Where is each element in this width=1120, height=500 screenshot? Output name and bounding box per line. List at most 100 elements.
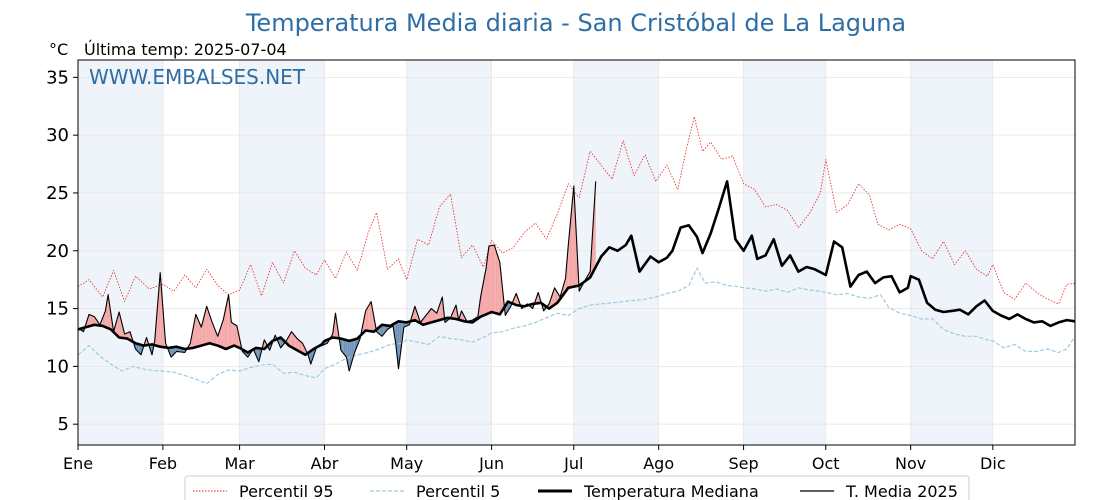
above-median-fill — [365, 308, 367, 331]
above-median-fill — [369, 301, 372, 332]
above-median-fill — [491, 245, 493, 313]
above-median-fill — [569, 215, 572, 288]
above-median-fill — [220, 324, 222, 348]
below-median-fill — [139, 344, 141, 355]
above-median-fill — [206, 306, 209, 345]
month-band — [743, 60, 826, 445]
series-lines — [77, 116, 1076, 385]
below-median-fill — [309, 350, 311, 365]
above-median-fill — [93, 316, 95, 326]
below-median-fill — [171, 347, 173, 358]
x-tick-label: Dic — [980, 454, 1006, 473]
above-median-fill — [555, 290, 558, 304]
y-unit-label: °C — [49, 40, 68, 59]
above-median-fill — [436, 309, 439, 321]
month-bands — [78, 60, 993, 445]
above-median-fill — [299, 340, 302, 353]
above-median-fill — [210, 318, 213, 345]
x-tick-label: Sep — [729, 454, 759, 473]
month-band — [910, 60, 993, 445]
above-median-fill — [488, 245, 491, 314]
x-tick-label: Mar — [225, 454, 256, 473]
above-median-fill — [427, 312, 429, 324]
below-median-fill — [342, 339, 344, 354]
legend-label-p95: Percentil 95 — [239, 482, 334, 500]
above-median-fill — [121, 323, 124, 339]
above-median-fill — [128, 331, 131, 341]
legend: Percentil 95 Percentil 5 Temperatura Med… — [184, 475, 970, 500]
month-band — [573, 60, 659, 445]
above-median-fill — [366, 306, 369, 331]
above-median-fill — [425, 313, 428, 324]
above-median-fill — [199, 323, 202, 346]
below-median-fill — [350, 340, 352, 367]
above-median-fill — [298, 339, 300, 352]
above-median-fill — [575, 212, 577, 287]
grid-lines — [77, 60, 1075, 445]
above-median-fill — [486, 257, 488, 315]
above-median-fill — [223, 313, 225, 349]
above-median-fill — [497, 253, 499, 314]
below-median-fill — [382, 324, 384, 337]
below-median-fill — [312, 349, 314, 361]
series-line-median — [77, 180, 1076, 357]
above-median-fill — [428, 310, 430, 324]
above-median-fill — [225, 301, 228, 350]
above-median-fill — [209, 314, 211, 344]
above-median-fill — [490, 245, 492, 313]
below-median-fill — [136, 343, 139, 352]
y-tick-label: 5 — [58, 414, 69, 435]
series-line-p5 — [77, 267, 1076, 385]
above-median-fill — [494, 244, 496, 314]
x-tick-label: Ene — [63, 454, 93, 473]
above-median-fill — [87, 314, 89, 327]
above-median-fill — [482, 282, 484, 317]
above-median-fill — [566, 244, 569, 290]
x-tick-label: Nov — [895, 454, 926, 473]
x-tick-label: Feb — [149, 454, 177, 473]
plot-frame — [77, 59, 1076, 446]
above-median-fill — [221, 320, 224, 348]
above-median-fill — [572, 186, 574, 287]
y-tick-label: 15 — [46, 299, 69, 320]
above-median-fill — [231, 322, 233, 347]
legend-label-median: Temperatura Mediana — [583, 482, 759, 500]
below-median-fill — [356, 338, 358, 350]
above-median-fill — [205, 306, 207, 345]
y-axis: 5 10 15 20 25 30 35 — [46, 67, 78, 435]
above-median-fill — [550, 295, 552, 308]
above-median-fill — [201, 321, 203, 346]
above-median-fill — [492, 244, 495, 313]
above-median-fill — [213, 325, 215, 345]
x-tick-label: Ago — [643, 454, 674, 473]
above-median-fill — [297, 338, 299, 351]
above-median-fill — [212, 322, 214, 345]
above-median-fill — [203, 311, 206, 345]
above-median-fill — [416, 310, 418, 322]
y-tick-label: 35 — [46, 67, 69, 88]
above-median-fill — [501, 275, 503, 313]
x-tick-label: Jun — [478, 454, 504, 473]
y-tick-label: 10 — [46, 356, 69, 377]
above-median-fill — [224, 307, 226, 350]
above-median-fill — [90, 314, 92, 326]
above-median-fill — [429, 308, 432, 323]
month-band — [78, 60, 163, 445]
below-median-fill — [172, 347, 174, 356]
below-median-fill — [395, 322, 398, 356]
above-median-fill — [291, 331, 294, 348]
below-median-fill — [169, 347, 172, 358]
above-median-fill — [91, 315, 94, 326]
chart-title: Temperatura Media diaria - San Cristóbal… — [245, 9, 906, 37]
legend-label-current: T. Media 2025 — [845, 482, 958, 500]
below-median-fill — [349, 340, 351, 372]
above-median-fill — [431, 308, 433, 323]
series-line-p95 — [77, 116, 1076, 305]
above-median-fill — [498, 257, 500, 315]
above-median-fill — [487, 246, 489, 314]
x-tick-label: Oct — [812, 454, 840, 473]
month-band — [406, 60, 492, 445]
above-median-fill — [554, 287, 556, 305]
above-median-fill — [435, 312, 437, 322]
